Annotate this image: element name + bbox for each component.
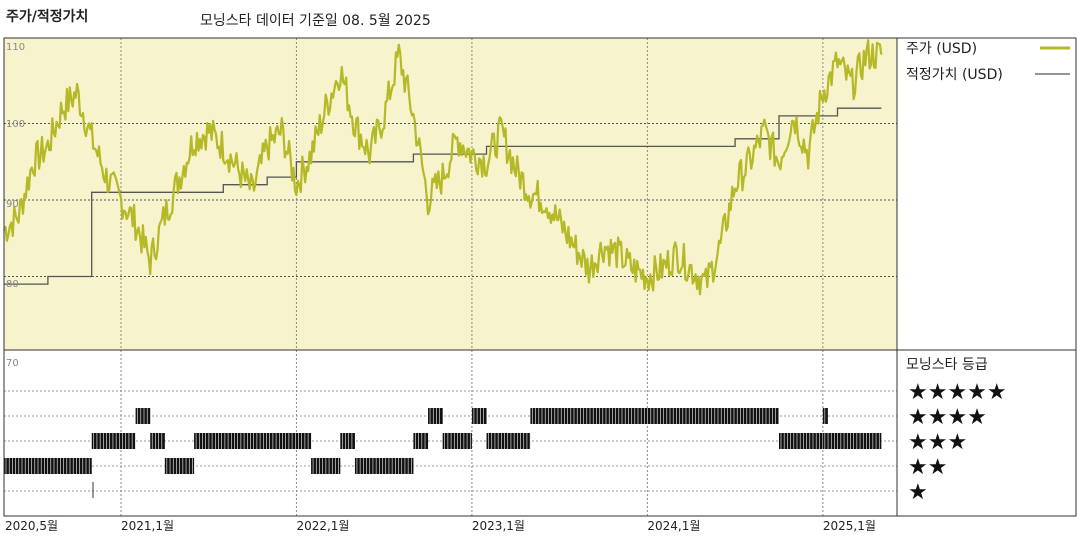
chart-subtitle: 모닝스타 데이터 기준일 08. 5월 2025 [200, 13, 431, 29]
rating-bar [428, 408, 443, 424]
rating-level-stars: ★★★★ [908, 405, 987, 430]
rating-bar [194, 433, 312, 449]
legend-label: 주가 (USD) [906, 41, 977, 57]
x-tick-label: 2024,1월 [647, 519, 700, 533]
rating-bar-fill [778, 433, 823, 449]
rating-bar-fill [150, 433, 165, 449]
price-series-line [2, 39, 883, 296]
rating-bar-fill [91, 433, 136, 449]
rating-panel-title: 모닝스타 등급 [906, 357, 988, 373]
rating-bar [822, 433, 882, 449]
x-tick-label: 2023,1월 [472, 519, 525, 533]
rating-level-stars: ★★ [908, 455, 947, 480]
rating-bar [164, 458, 195, 474]
rating-bar [486, 433, 531, 449]
rating-bar [4, 458, 92, 474]
rating-bar-fill [486, 433, 531, 449]
y-tick-label: 80 [6, 279, 19, 290]
rating-bar [311, 458, 341, 474]
fair-value-series-line [4, 107, 882, 285]
rating-bar [822, 408, 828, 424]
rating-bar [91, 433, 136, 449]
y-tick-label: 110 [6, 42, 25, 53]
x-tick-label: 2020,5월 [5, 519, 58, 533]
x-tick-label: 2025,1월 [823, 519, 876, 533]
rating-bar-fill [428, 408, 443, 424]
rating-level-stars: ★★★ [908, 430, 967, 455]
rating-level-stars: ★ [908, 480, 928, 505]
rating-bar-fill [471, 408, 487, 424]
legend-item: 적정가치 (USD) [906, 67, 1070, 83]
chart-title: 주가/적정가치 [6, 9, 89, 25]
rating-bar-fill [194, 433, 312, 449]
rating-bar [442, 433, 472, 449]
legend-item: 주가 (USD) [906, 41, 1070, 57]
rating-bar [530, 408, 780, 424]
rating-bar [354, 458, 414, 474]
y-tick-label: 70 [6, 358, 19, 369]
rating-bar-fill [822, 408, 828, 424]
upper-plot-background [4, 38, 897, 350]
x-tick-label: 2021,1월 [121, 519, 174, 533]
rating-bar-fill [340, 433, 355, 449]
rating-bar [778, 433, 823, 449]
x-tick-label: 2022,1월 [296, 519, 349, 533]
rating-bar-fill [530, 408, 779, 424]
y-tick-label: 100 [6, 119, 25, 130]
rating-bar [135, 408, 151, 424]
y-tick-label: 90 [6, 199, 19, 210]
legend-label: 적정가치 (USD) [906, 67, 1003, 83]
rating-bar-fill [135, 408, 151, 424]
rating-bar [471, 408, 487, 424]
rating-level-stars: ★★★★★ [908, 380, 1007, 405]
rating-bar [150, 433, 165, 449]
rating-bar-fill [413, 433, 429, 449]
rating-bar [413, 433, 429, 449]
rating-bar [340, 433, 355, 449]
